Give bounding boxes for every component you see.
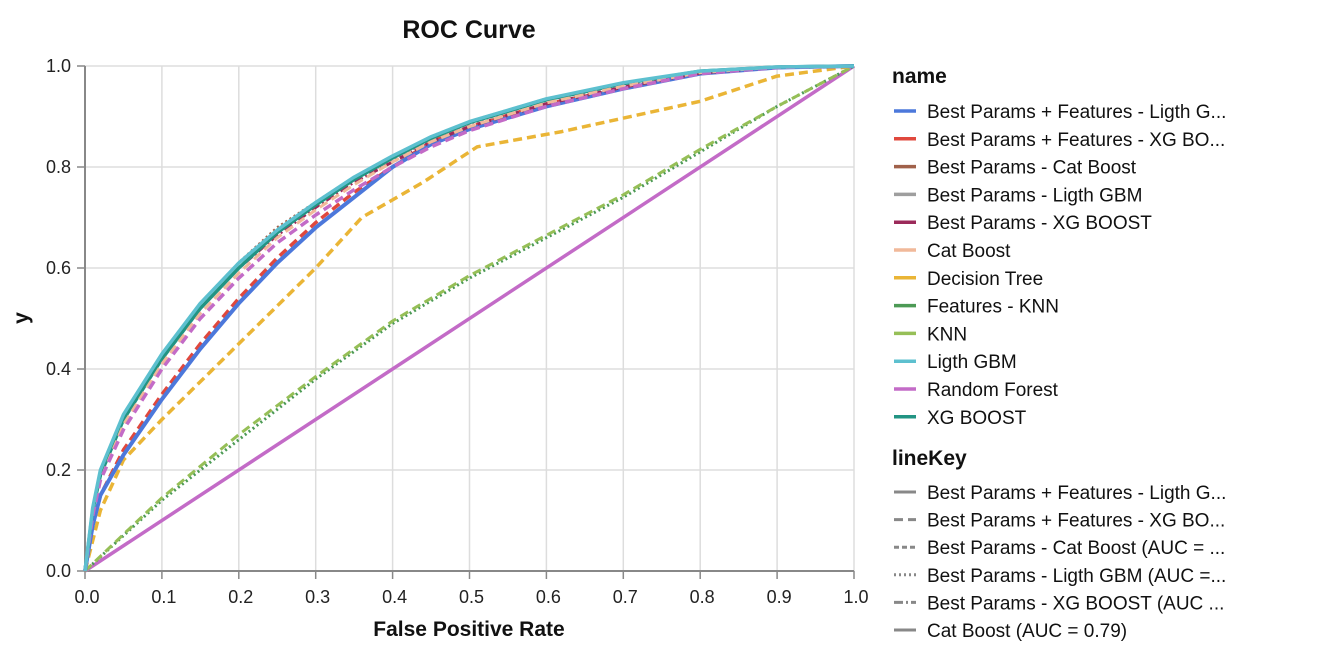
legend-name-label: KNN bbox=[927, 324, 967, 345]
legend-name-label: Decision Tree bbox=[927, 269, 1043, 290]
legend-name-label: Random Forest bbox=[927, 380, 1059, 401]
legend-name-label: Best Params - XG BOOST bbox=[927, 213, 1152, 234]
legend-name-label: Cat Boost bbox=[927, 241, 1011, 262]
x-tick-label: 1.0 bbox=[843, 587, 868, 607]
legend-linekey-label: Best Params - Cat Boost (AUC = ... bbox=[927, 538, 1225, 559]
legend-name-label: XG BOOST bbox=[927, 408, 1027, 429]
series-lines bbox=[83, 64, 855, 573]
x-tick-label: 0.0 bbox=[74, 587, 99, 607]
legend-linekey-label: Best Params + Features - Ligth G... bbox=[927, 483, 1226, 504]
y-tick-label: 0.6 bbox=[46, 258, 71, 278]
y-tick-label: 1.0 bbox=[46, 56, 71, 76]
chart-title: ROC Curve bbox=[402, 16, 535, 44]
y-tick-label: 0.4 bbox=[46, 359, 71, 379]
legend-linekey-label: Cat Boost (AUC = 0.79) bbox=[927, 621, 1127, 642]
legend-linekey-label: Best Params - Ligth GBM (AUC =... bbox=[927, 566, 1226, 587]
y-tick-label: 0.2 bbox=[46, 460, 71, 480]
series-line-decision-tree bbox=[83, 64, 855, 572]
legend-name-label: Ligth GBM bbox=[927, 352, 1017, 373]
y-tick-label: 0.8 bbox=[46, 157, 71, 177]
legend-linekey-label: Best Params + Features - XG BO... bbox=[927, 511, 1225, 532]
x-axis-title: False Positive Rate bbox=[373, 618, 564, 641]
x-tick-label: 0.5 bbox=[459, 587, 484, 607]
legend-linekey-title: lineKey bbox=[892, 447, 967, 470]
series-line-ligth-gbm bbox=[83, 64, 855, 572]
x-tick-label: 0.3 bbox=[305, 587, 330, 607]
x-tick-label: 0.2 bbox=[228, 587, 253, 607]
legend-linekey: lineKey Best Params + Features - Ligth G… bbox=[892, 447, 1226, 642]
x-tick-label: 0.1 bbox=[151, 587, 176, 607]
legend-name-label: Best Params - Cat Boost bbox=[927, 158, 1137, 179]
series-line-best-params-features-xg-bo bbox=[83, 64, 855, 572]
x-tick-label: 0.7 bbox=[613, 587, 638, 607]
axes: 0.0 0.1 0.2 0.3 0.4 0.5 0.6 0.7 0.8 0.9 1.0 0.0 0.2 0… bbox=[46, 56, 869, 607]
x-tick-label: 0.8 bbox=[690, 587, 715, 607]
x-tick-label: 0.4 bbox=[382, 587, 407, 607]
legend-name-label: Best Params + Features - XG BO... bbox=[927, 130, 1225, 151]
series-line-random-forest bbox=[84, 64, 855, 573]
series-line-random-forest bbox=[83, 64, 855, 572]
y-tick-label: 0.0 bbox=[46, 561, 71, 581]
legend-name-label: Features - KNN bbox=[927, 297, 1059, 318]
legend-name-label: Best Params + Features - Ligth G... bbox=[927, 102, 1226, 123]
x-tick-label: 0.9 bbox=[767, 587, 792, 607]
y-axis-title: y bbox=[10, 312, 33, 324]
legend-name: name Best Params + Features - Ligth G...… bbox=[892, 65, 1226, 429]
legend-name-title: name bbox=[892, 65, 947, 88]
x-tick-label: 0.6 bbox=[536, 587, 561, 607]
legend-linekey-label: Best Params - XG BOOST (AUC ... bbox=[927, 593, 1224, 614]
series-line-knn bbox=[83, 64, 855, 573]
legend-name-label: Best Params - Ligth GBM bbox=[927, 185, 1142, 206]
